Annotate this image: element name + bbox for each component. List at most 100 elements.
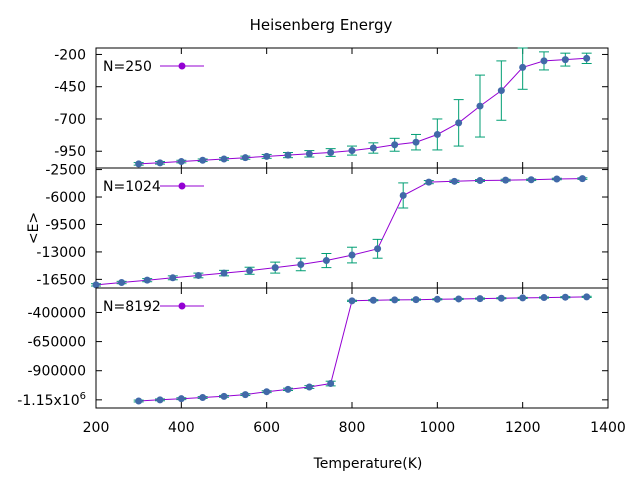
legend-marker	[178, 302, 186, 310]
x-tick-label: 200	[83, 420, 110, 436]
data-point	[271, 264, 279, 272]
data-point	[412, 296, 420, 304]
data-point	[583, 293, 591, 301]
series-line	[95, 178, 583, 286]
data-point	[527, 176, 535, 184]
y-tick-label: -2500	[45, 163, 86, 179]
data-point	[263, 388, 271, 396]
x-tick-label: 1000	[420, 420, 456, 436]
data-point	[348, 251, 356, 259]
data-point	[374, 245, 382, 253]
data-point	[241, 391, 249, 399]
data-point	[391, 141, 399, 149]
data-point	[519, 294, 527, 302]
data-point	[199, 394, 207, 402]
data-point	[156, 396, 164, 404]
legend-label: N=8192	[103, 299, 161, 315]
data-point	[220, 269, 228, 277]
x-axis: 200 400 600 800 1000 1200 1400	[83, 420, 626, 436]
y-tick-label: -450	[54, 80, 86, 96]
y-tick-label: -400000	[28, 305, 87, 321]
data-point	[220, 155, 228, 163]
data-point	[540, 57, 548, 65]
data-point	[297, 260, 305, 268]
legend-label: N=250	[103, 59, 152, 75]
data-point	[561, 293, 569, 301]
x-tick-label: 1200	[505, 420, 541, 436]
y-tick-label: -950	[54, 144, 86, 160]
y-tick-label: -13000	[36, 245, 86, 261]
data-point	[246, 267, 254, 275]
series-line	[138, 57, 587, 165]
data-point	[583, 54, 591, 62]
data-point	[553, 175, 561, 183]
x-tick-label: 600	[253, 420, 280, 436]
data-point	[578, 175, 586, 183]
data-point	[263, 152, 271, 160]
data-point	[450, 177, 458, 185]
data-point	[194, 271, 202, 279]
data-point	[369, 296, 377, 304]
data-point	[199, 156, 207, 164]
legend-label: N=1024	[103, 179, 161, 195]
data-point	[169, 274, 177, 282]
data-point	[177, 395, 185, 403]
data-point	[455, 295, 463, 303]
x-tick-label: 400	[168, 420, 195, 436]
y-tick-label: -9500	[45, 217, 86, 233]
data-point	[118, 279, 126, 287]
data-point	[220, 392, 228, 400]
data-point	[433, 295, 441, 303]
y-tick-label: -650000	[28, 335, 87, 351]
data-point	[135, 160, 143, 168]
data-point	[135, 397, 143, 405]
data-point	[519, 63, 527, 71]
chart-panels: -200 -450 -700 -950 N=250 -2500 -6000 -9500 -130…	[17, 47, 609, 409]
x-axis-label: Temperature(K)	[313, 456, 423, 472]
data-point	[476, 102, 484, 110]
y-tick-label: -16500	[36, 272, 86, 288]
y-tick-label: -900000	[28, 364, 87, 380]
data-point	[412, 138, 420, 146]
legend-marker	[178, 62, 186, 70]
data-point	[143, 276, 151, 284]
y-tick-label: -200	[54, 47, 86, 63]
data-point	[327, 380, 335, 388]
x-tick-label: 1400	[590, 420, 626, 436]
y-tick-label: -6000	[45, 190, 86, 206]
panel-2: -2500 -6000 -9500 -13000 -16500 N=1024	[36, 163, 609, 289]
data-point	[241, 154, 249, 162]
data-point	[92, 281, 100, 289]
data-point	[284, 385, 292, 393]
legend-marker	[178, 182, 186, 190]
y-tick-label: -1.15x106	[17, 391, 86, 409]
data-point	[305, 150, 313, 158]
data-point	[177, 158, 185, 166]
chart-title: Heisenberg Energy	[250, 16, 393, 34]
panel-1: -200 -450 -700 -950 N=250	[54, 47, 609, 169]
data-point	[433, 130, 441, 138]
x-tick-label: 800	[339, 420, 366, 436]
data-point	[305, 383, 313, 391]
data-point	[156, 159, 164, 167]
data-point	[348, 147, 356, 155]
data-point	[348, 297, 356, 305]
series-line	[138, 296, 587, 402]
data-point	[369, 144, 377, 152]
data-point	[476, 177, 484, 185]
data-point	[322, 257, 330, 265]
data-point	[561, 56, 569, 64]
data-point	[497, 87, 505, 95]
data-point	[502, 176, 510, 184]
data-point	[399, 191, 407, 199]
data-point	[327, 149, 335, 157]
data-point	[284, 151, 292, 159]
data-point	[540, 294, 548, 302]
data-point	[391, 296, 399, 304]
data-point	[476, 295, 484, 303]
data-point	[425, 178, 433, 186]
panel-3: -400000 -650000 -900000 -1.15x106 N=8192	[17, 287, 609, 409]
data-point	[455, 119, 463, 127]
y-tick-label: -700	[54, 112, 86, 128]
